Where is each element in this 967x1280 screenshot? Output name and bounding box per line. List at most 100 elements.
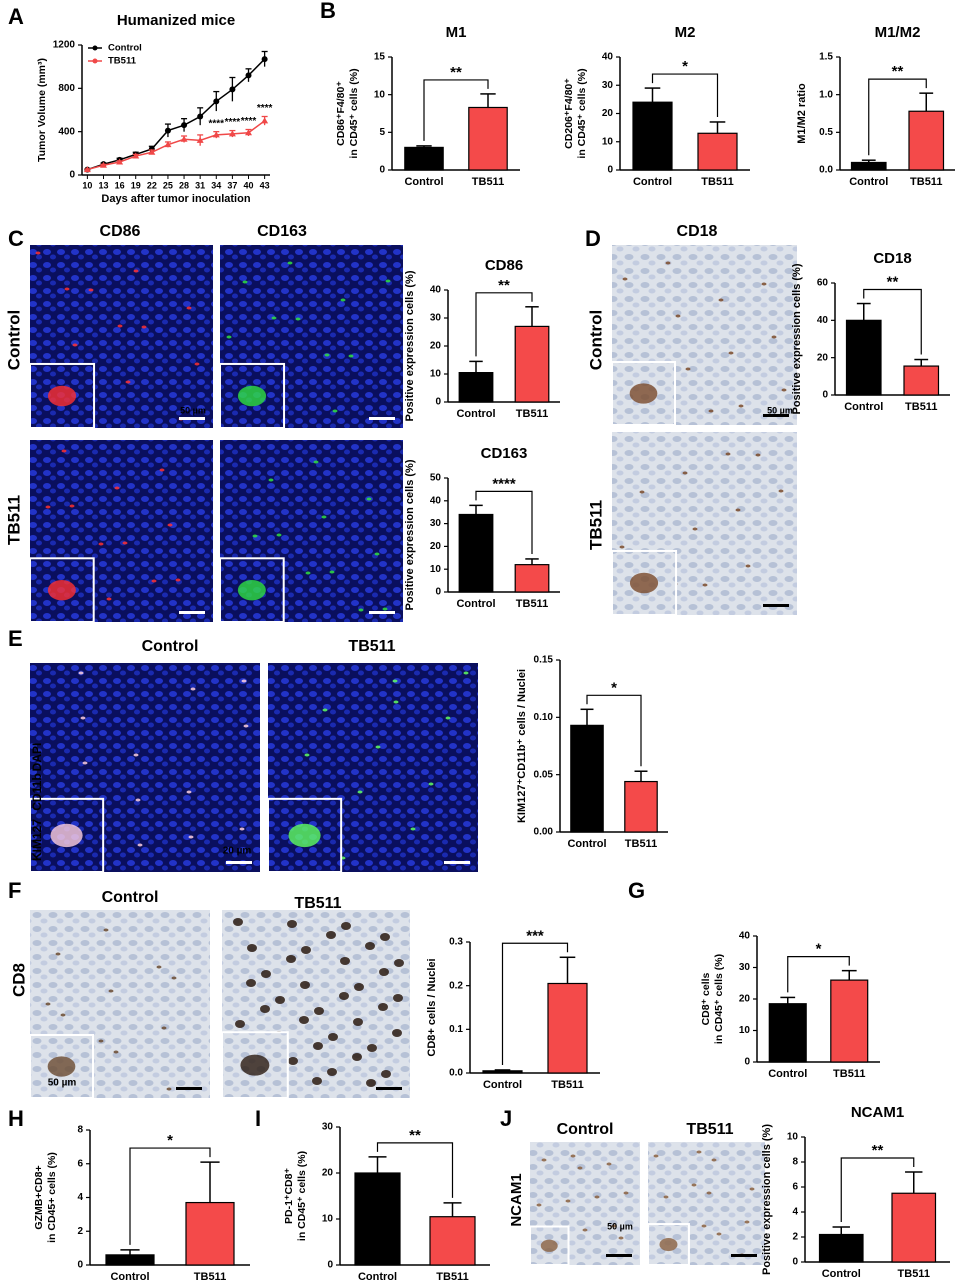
y-axis-label: CD206⁺F4/80⁺ bbox=[563, 78, 575, 149]
stain bbox=[691, 1183, 697, 1187]
stain bbox=[340, 957, 350, 965]
stain bbox=[653, 1154, 659, 1158]
x-tick-label: TB511 bbox=[910, 176, 942, 188]
stain bbox=[125, 380, 131, 384]
stain bbox=[268, 478, 274, 482]
y-tick-label: 10 bbox=[739, 1025, 751, 1036]
image-label: 20 µm bbox=[223, 846, 252, 857]
image-label: 50 µm bbox=[607, 1221, 633, 1231]
stain bbox=[113, 1050, 119, 1054]
series-line bbox=[87, 58, 266, 171]
image-label: 50 µm bbox=[767, 405, 793, 415]
y-axis-label: in CD45⁺ cells (%) bbox=[296, 1151, 308, 1241]
x-tick-label: 16 bbox=[115, 180, 125, 190]
stain bbox=[354, 983, 364, 991]
stain bbox=[623, 1191, 629, 1195]
image-label: Control bbox=[557, 1121, 614, 1138]
significance-bracket bbox=[423, 79, 489, 141]
y-axis-label: CD8⁺ cells bbox=[700, 972, 712, 1025]
point bbox=[245, 129, 253, 136]
panel-letter: A bbox=[8, 4, 24, 29]
stain bbox=[771, 335, 777, 339]
y-tick-label: 0.15 bbox=[534, 655, 554, 666]
stain bbox=[69, 504, 75, 508]
panel-letter: E bbox=[8, 626, 23, 651]
stain bbox=[241, 679, 247, 683]
y-tick-label: 0.0 bbox=[449, 1068, 463, 1079]
stain bbox=[72, 343, 78, 347]
y-tick-label: 0 bbox=[69, 170, 75, 181]
y-tick-label: 30 bbox=[430, 313, 442, 324]
image-label: CD11b bbox=[30, 773, 44, 810]
inset-cell bbox=[237, 579, 266, 601]
y-tick-label: 5 bbox=[379, 127, 385, 138]
scale-bar bbox=[763, 414, 789, 417]
stain bbox=[463, 671, 469, 675]
inset bbox=[529, 1225, 570, 1266]
inset-cell bbox=[629, 383, 658, 404]
chart-title: M2 bbox=[675, 24, 696, 41]
stain bbox=[381, 1070, 391, 1078]
stain bbox=[738, 404, 744, 408]
y-axis-label: Tumor Volume (mm³) bbox=[36, 58, 48, 162]
annotation: **** bbox=[208, 118, 224, 129]
x-tick-label: Control bbox=[844, 401, 883, 413]
point bbox=[228, 130, 236, 137]
scale-bar bbox=[369, 417, 395, 420]
bar bbox=[468, 106, 508, 171]
stain bbox=[541, 1158, 547, 1162]
stain bbox=[606, 1162, 612, 1166]
stain bbox=[692, 527, 698, 531]
stain bbox=[745, 564, 751, 568]
y-tick-label: 30 bbox=[602, 80, 614, 91]
y-tick-label: 30 bbox=[322, 1122, 334, 1133]
stain bbox=[98, 542, 104, 546]
inset-cell bbox=[50, 823, 83, 848]
y-tick-label: 10 bbox=[322, 1214, 334, 1225]
chart-title: Humanized mice bbox=[117, 12, 235, 29]
y-axis-label: Positive expression cells (%) bbox=[761, 1124, 773, 1275]
stain bbox=[156, 965, 162, 969]
stain bbox=[577, 1166, 583, 1170]
stain bbox=[64, 287, 70, 291]
stain bbox=[618, 1236, 624, 1240]
stain bbox=[226, 335, 232, 339]
x-tick-label: Control bbox=[358, 1271, 397, 1280]
stain bbox=[639, 490, 645, 494]
x-tick-label: Control bbox=[849, 176, 888, 188]
stain bbox=[341, 922, 351, 930]
stain bbox=[329, 570, 335, 574]
significance-bracket bbox=[475, 292, 533, 357]
significance-label: *** bbox=[526, 927, 544, 944]
y-tick-label: 800 bbox=[58, 83, 75, 94]
significance-bracket bbox=[868, 78, 927, 156]
stain bbox=[103, 928, 109, 932]
stain bbox=[665, 261, 671, 265]
x-tick-label: 28 bbox=[179, 180, 189, 190]
stain bbox=[536, 1203, 542, 1207]
stain bbox=[328, 1033, 338, 1041]
significance-label: ** bbox=[892, 63, 904, 80]
y-tick-label: 0.5 bbox=[819, 127, 833, 138]
image-label: TB511 bbox=[348, 638, 395, 655]
bar bbox=[482, 1070, 523, 1074]
stain bbox=[275, 996, 285, 1004]
x-tick-label: TB511 bbox=[516, 598, 548, 610]
x-tick-label: 43 bbox=[260, 180, 270, 190]
stain bbox=[137, 843, 143, 847]
y-axis-label: CD8+ cells / Nuclei bbox=[426, 958, 438, 1056]
scale-bar bbox=[606, 1254, 632, 1257]
stain bbox=[357, 790, 363, 794]
image-label: TB511 bbox=[586, 500, 605, 550]
y-tick-label: 0 bbox=[792, 1257, 798, 1268]
image-label: CD163 bbox=[257, 223, 307, 240]
y-tick-label: 40 bbox=[430, 495, 442, 506]
stain bbox=[570, 1154, 576, 1158]
bar bbox=[514, 564, 550, 593]
stain bbox=[332, 409, 338, 413]
significance-bracket bbox=[501, 942, 569, 1065]
y-tick-label: 20 bbox=[322, 1168, 334, 1179]
y-tick-label: 10 bbox=[430, 564, 442, 575]
y-tick-label: 40 bbox=[602, 52, 614, 63]
inset-cell bbox=[288, 823, 321, 848]
